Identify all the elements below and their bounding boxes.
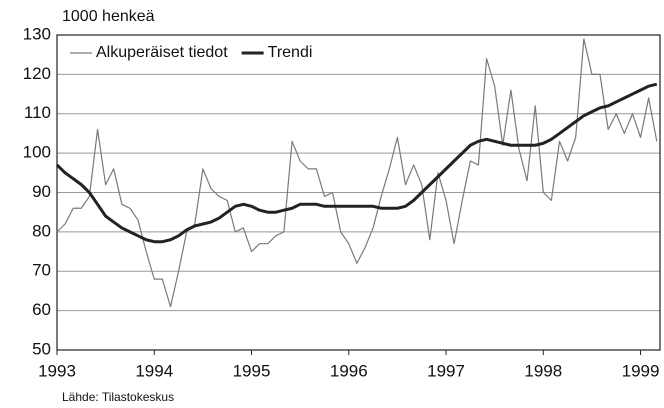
x-tick-label: 1993	[38, 361, 76, 380]
x-tick-label: 1995	[233, 361, 271, 380]
legend-box	[62, 39, 330, 67]
data-line	[55, 82, 658, 244]
y-tick-label: 110	[24, 103, 51, 122]
x-tick-label: 1999	[622, 361, 660, 380]
x-tick-label: 1994	[135, 361, 173, 380]
y-tick-label: 100	[23, 143, 51, 162]
y-tick-label: 50	[32, 339, 51, 358]
legend-label: Trendi	[268, 44, 313, 61]
legend-label: Alkuperäiset tiedot	[96, 44, 228, 61]
x-tick-label: 1996	[330, 361, 368, 380]
y-tick-label: 70	[32, 261, 51, 280]
y-tick-label: 80	[32, 221, 51, 240]
y-tick-label: 120	[23, 64, 51, 83]
y-tick-label: 90	[32, 182, 51, 201]
y-tick-label: 60	[32, 300, 51, 319]
y-axis-label: 1000 henkeä	[62, 8, 155, 25]
x-tick-label: 1998	[524, 361, 562, 380]
source: Lähde: Tilastokeskus	[62, 390, 174, 404]
y-tick-label: 130	[23, 24, 51, 43]
x-tick-label: 1997	[427, 361, 465, 380]
data-line	[56, 38, 658, 308]
plot-frame	[56, 34, 661, 351]
